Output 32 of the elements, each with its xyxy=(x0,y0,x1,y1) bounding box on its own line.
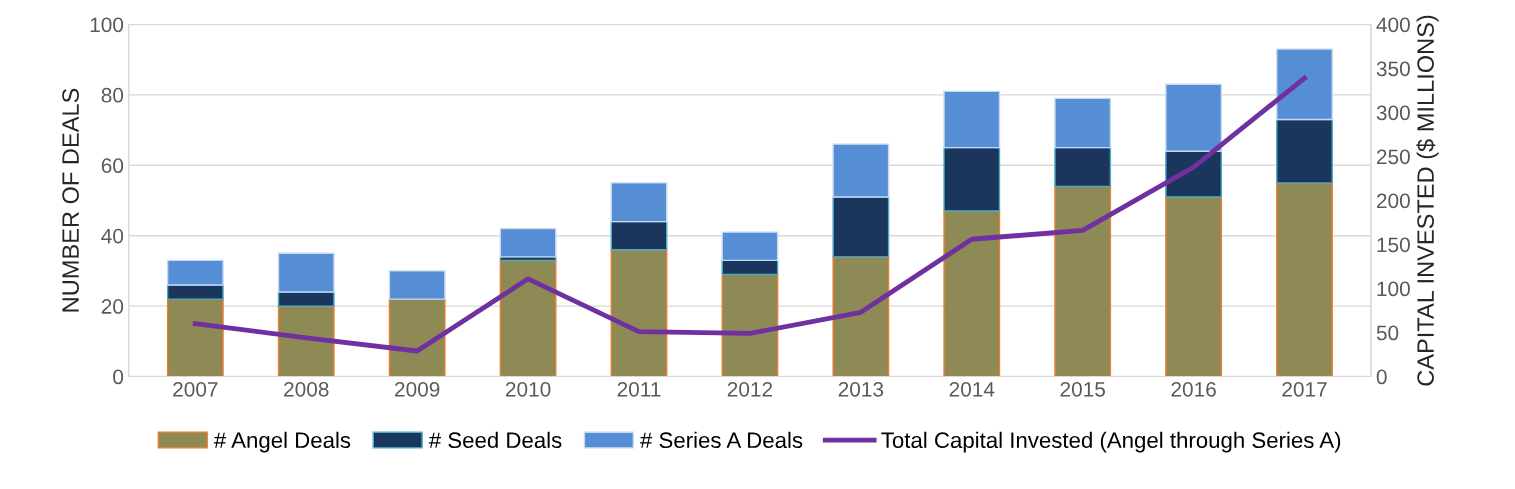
x-tick-label: 2014 xyxy=(949,381,995,397)
y2-tick-label: 100 xyxy=(1377,281,1410,297)
y-axis-title: NUMBER OF DEALS xyxy=(62,88,79,312)
x-tick-label: 2008 xyxy=(284,381,329,397)
x-tick-label: 2016 xyxy=(1171,381,1216,397)
legend-label: # Seed Deals xyxy=(428,431,562,449)
y2-tick-label: 200 xyxy=(1376,193,1410,209)
x-tick-label: 2012 xyxy=(727,381,773,397)
x-tick-label: 2010 xyxy=(505,381,551,397)
legend-label: # Series A Deals xyxy=(640,431,803,449)
legend-label: Total Capital Invested (Angel through Series A) xyxy=(881,431,1341,453)
x-tick-label: 2015 xyxy=(1060,381,1105,397)
y-tick-label: 0 xyxy=(113,369,124,385)
y-tick-label: 20 xyxy=(101,299,124,314)
x-tick-label: 2017 xyxy=(1282,381,1327,397)
x-tick-label: 2011 xyxy=(617,381,661,397)
y2-tick-label: 300 xyxy=(1376,105,1410,121)
y2-tick-label: 50 xyxy=(1376,325,1399,341)
y2-tick-label: 400 xyxy=(1376,17,1410,33)
y-tick-label: 80 xyxy=(101,87,124,103)
y2-tick-label: 250 xyxy=(1376,149,1410,165)
y2-tick-label: 150 xyxy=(1377,237,1410,253)
y-tick-label: 60 xyxy=(101,158,124,174)
y-tick-label: 100 xyxy=(90,17,124,33)
legend-label: # Angel Deals xyxy=(213,431,351,453)
y2-tick-label: 350 xyxy=(1376,61,1410,77)
y-tick-label: 40 xyxy=(101,228,124,244)
x-tick-label: 2013 xyxy=(838,381,884,397)
y2-tick-label: 0 xyxy=(1376,369,1387,385)
x-tick-label: 2009 xyxy=(395,381,440,397)
x-tick-label: 2007 xyxy=(173,381,218,397)
y2-axis-title: CAPITAL INVESTED ($ MILLIONS) xyxy=(1416,15,1439,386)
